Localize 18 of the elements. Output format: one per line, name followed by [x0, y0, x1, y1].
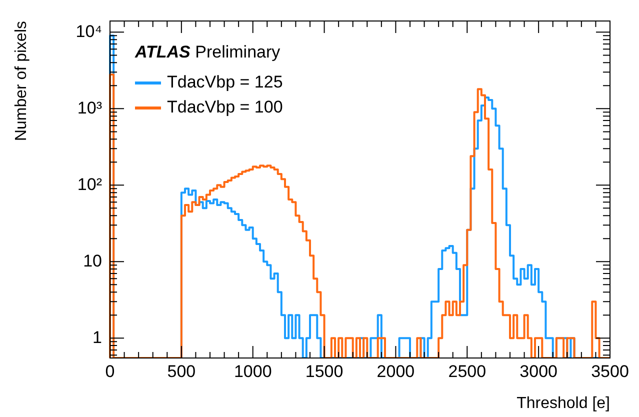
y-tick-label: 10³: [77, 98, 102, 118]
legend-label: TdacVbp = 125: [167, 72, 283, 92]
x-tick-label: 1500: [305, 362, 344, 381]
x-tick-label: 2000: [376, 362, 415, 381]
x-tick-label: 1000: [234, 362, 272, 381]
y-tick-label: 10²: [77, 174, 102, 194]
annotation: ATLAS Preliminary: [134, 42, 281, 62]
y-tick-label: 1: [92, 328, 102, 347]
y-tick-label: 10: [83, 251, 102, 270]
y-axis-title: Number of pixels: [13, 21, 30, 142]
x-tick-label: 3500: [591, 362, 629, 381]
x-tick-label: 0: [105, 362, 115, 381]
x-tick-label: 2500: [448, 362, 486, 381]
x-tick-label: 500: [167, 362, 196, 381]
x-axis-title: Threshold [e]: [516, 394, 610, 412]
y-tick-label: 10⁴: [76, 22, 102, 41]
x-tick-label: 3000: [520, 362, 558, 381]
legend-label: TdacVbp = 100: [167, 98, 283, 117]
